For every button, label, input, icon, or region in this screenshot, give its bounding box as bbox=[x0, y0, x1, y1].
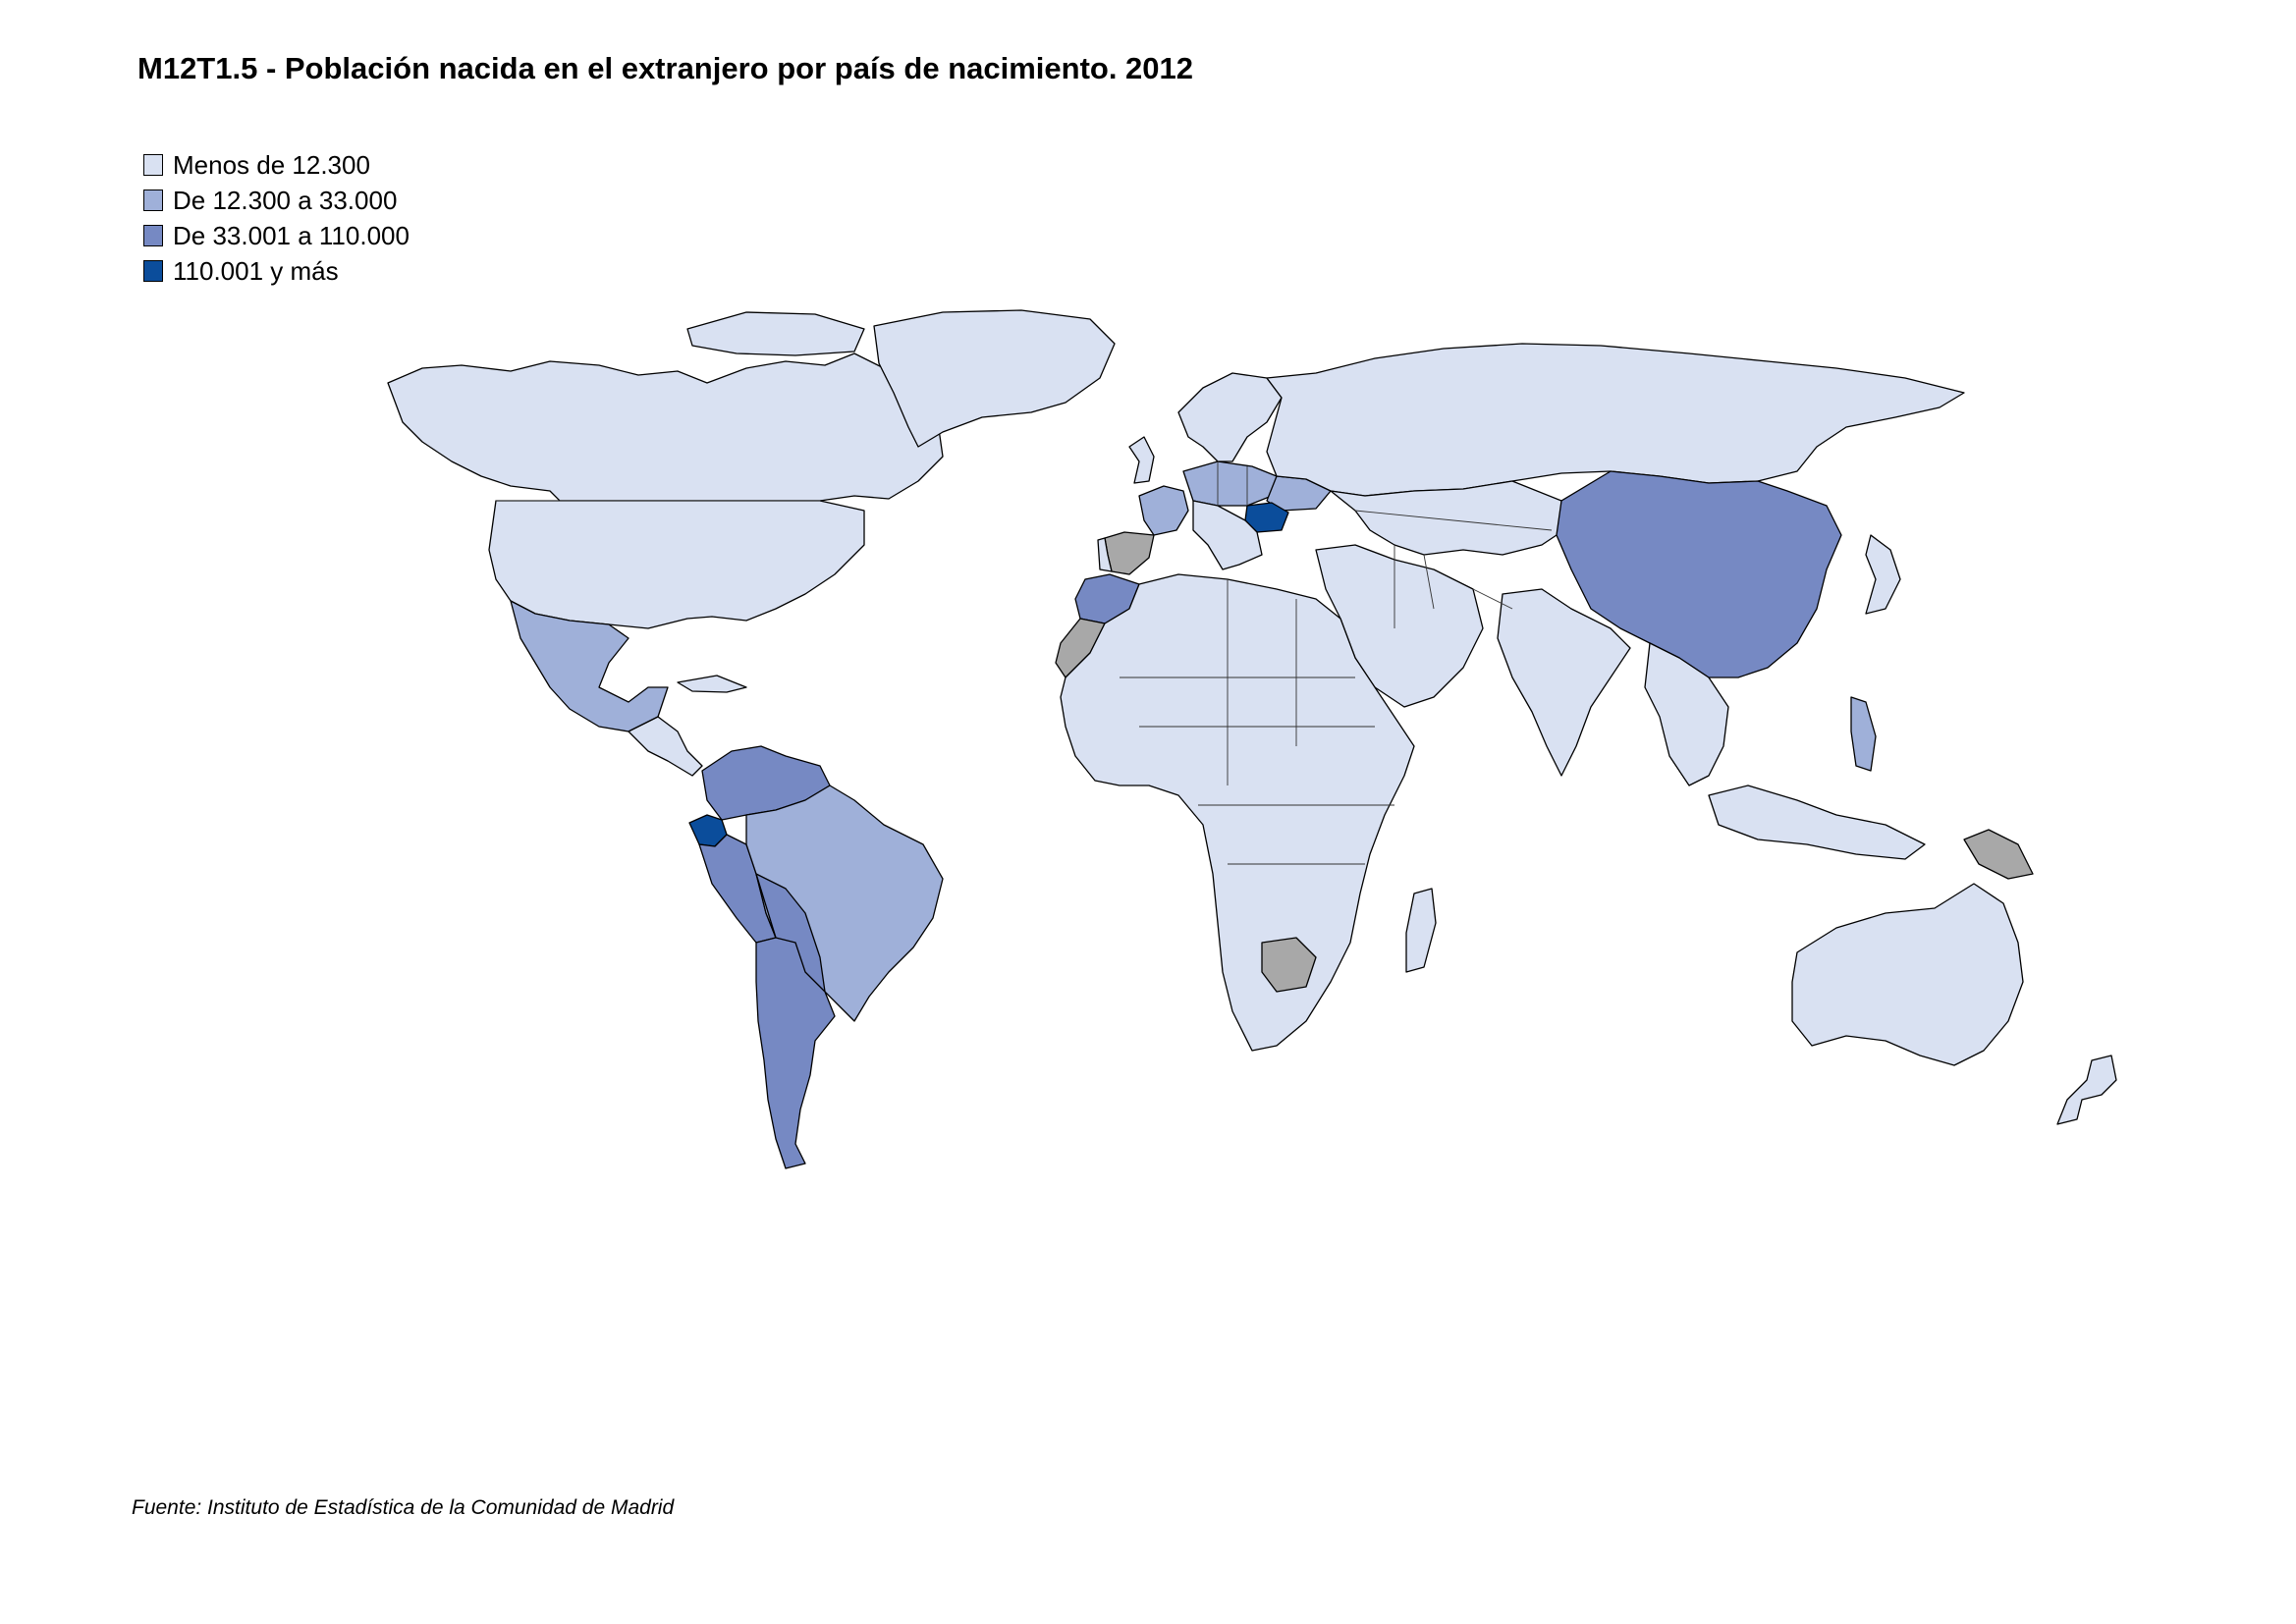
region-papua-new-guinea bbox=[1963, 829, 2034, 880]
region-greenland bbox=[873, 309, 1116, 448]
legend-item-class-4: 110.001 y más bbox=[143, 253, 410, 289]
region-arctic-islands bbox=[686, 311, 865, 356]
region-africa bbox=[1060, 573, 1415, 1052]
region-philippines bbox=[1850, 696, 1877, 772]
region-brazil bbox=[745, 785, 944, 1022]
border-europe bbox=[1217, 461, 1248, 506]
border-asia bbox=[1354, 510, 1553, 628]
region-spain bbox=[1104, 531, 1155, 575]
legend-swatch-class-1 bbox=[143, 154, 163, 176]
region-usa bbox=[488, 500, 865, 629]
region-argentina-chile bbox=[755, 937, 836, 1169]
legend-label-class-4: 110.001 y más bbox=[173, 255, 339, 286]
region-mexico bbox=[510, 600, 669, 732]
region-china bbox=[1556, 470, 1842, 678]
region-japan bbox=[1865, 534, 1901, 615]
region-france bbox=[1138, 485, 1189, 536]
region-cuba bbox=[677, 675, 747, 693]
source-note: Fuente: Instituto de Estadística de la C… bbox=[132, 1496, 675, 1519]
region-canada-alaska bbox=[387, 352, 944, 502]
border-africa-north bbox=[1120, 579, 1394, 865]
region-botswana bbox=[1261, 937, 1317, 993]
region-indonesia bbox=[1708, 785, 1926, 860]
region-central-asia bbox=[1330, 480, 1572, 556]
legend-swatch-class-2 bbox=[143, 189, 163, 211]
region-australia bbox=[1791, 883, 2024, 1066]
legend-label-class-3: De 33.001 a 110.000 bbox=[173, 220, 410, 250]
region-portugal bbox=[1097, 537, 1113, 572]
region-southeast-asia bbox=[1644, 642, 1729, 786]
region-uk bbox=[1128, 436, 1155, 484]
region-new-zealand bbox=[2056, 1055, 2117, 1125]
legend-item-class-1: Menos de 12.300 bbox=[143, 147, 410, 183]
region-scandinavia bbox=[1177, 372, 1283, 462]
legend-label-class-2: De 12.300 a 33.000 bbox=[173, 185, 398, 215]
legend-item-class-3: De 33.001 a 110.000 bbox=[143, 218, 410, 253]
region-central-europe bbox=[1182, 460, 1278, 507]
map-title: M12T1.5 - Población nacida en el extranj… bbox=[137, 51, 1194, 85]
legend-swatch-class-4 bbox=[143, 260, 163, 282]
legend-item-class-2: De 12.300 a 33.000 bbox=[143, 183, 410, 218]
region-central-america bbox=[628, 716, 703, 777]
legend-label-class-1: Menos de 12.300 bbox=[173, 149, 370, 180]
region-india bbox=[1497, 588, 1631, 777]
region-italy-balkans bbox=[1192, 500, 1263, 570]
legend-swatch-class-3 bbox=[143, 225, 163, 246]
map-legend: Menos de 12.300 De 12.300 a 33.000 De 33… bbox=[143, 147, 410, 289]
region-madagascar bbox=[1405, 888, 1437, 973]
